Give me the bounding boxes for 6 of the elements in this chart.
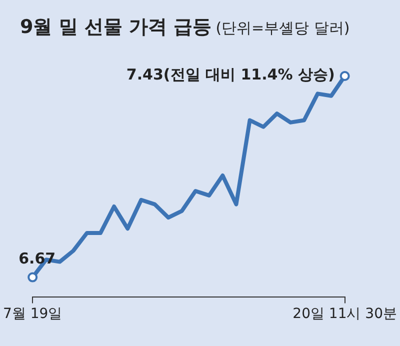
chart-title: 9월 밀 선물 가격 급등	[20, 16, 212, 38]
x-tick-label: 20일 11시 30분	[292, 306, 397, 322]
annotation: 7.43(전일 대비 11.4% 상승)	[126, 65, 335, 84]
chart-subtitle: (단위=부셸당 달러)	[216, 19, 350, 37]
x-tick-label: 7월 19일	[3, 306, 62, 322]
annotation: 6.67	[18, 250, 56, 268]
